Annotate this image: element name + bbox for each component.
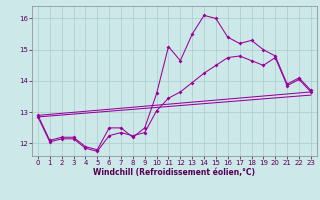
X-axis label: Windchill (Refroidissement éolien,°C): Windchill (Refroidissement éolien,°C) — [93, 168, 255, 177]
